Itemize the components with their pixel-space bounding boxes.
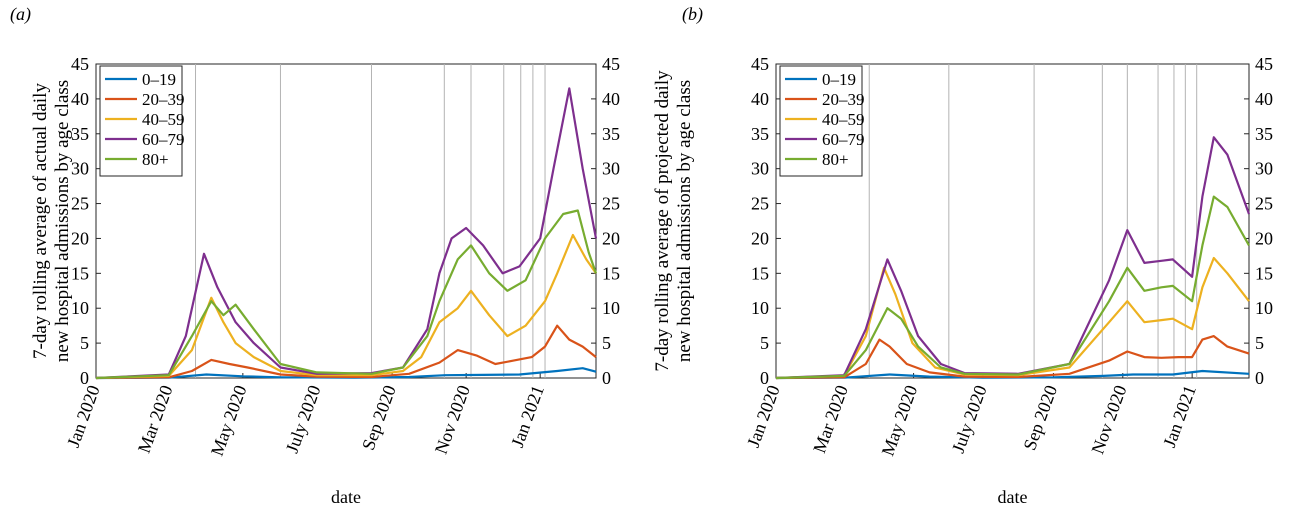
y-tick-label-left: 20 <box>751 228 769 248</box>
x-tick-label: July 2020 <box>282 383 325 456</box>
y-axis-label: 7-day rolling average of projected daily <box>652 70 673 372</box>
y-tick-label-right: 20 <box>1255 228 1273 248</box>
y-axis-label: new hospital admissions by age class <box>52 80 73 362</box>
x-axis-label: date <box>998 487 1028 507</box>
y-tick-label-left: 30 <box>71 159 89 179</box>
series-line-3 <box>775 136 1251 380</box>
x-tick-label: Jan 2021 <box>507 383 548 450</box>
series-line-1 <box>95 324 597 380</box>
y-tick-label-right: 10 <box>1255 298 1273 318</box>
x-tick-label: Mar 2020 <box>134 383 177 456</box>
legend-label: 20–39 <box>822 90 865 109</box>
y-tick-label-left: 45 <box>71 54 89 74</box>
legend-label: 80+ <box>822 150 849 169</box>
x-tick-label: Sep 2020 <box>358 383 400 453</box>
y-tick-label-right: 35 <box>1255 124 1273 144</box>
y-tick-label-right: 40 <box>602 89 620 109</box>
x-tick-label: Sep 2020 <box>1019 383 1061 453</box>
x-tick-label: Jan 2020 <box>63 383 104 450</box>
legend-label: 0–19 <box>822 70 856 89</box>
y-tick-label-right: 5 <box>1255 333 1264 353</box>
y-tick-label-right: 5 <box>602 333 611 353</box>
series-line-1 <box>775 335 1250 380</box>
y-tick-label-right: 35 <box>602 124 620 144</box>
series-line-2 <box>95 233 597 380</box>
y-tick-label-right: 45 <box>1255 54 1273 74</box>
legend-label: 60–79 <box>142 130 185 149</box>
y-tick-label-left: 30 <box>751 159 769 179</box>
y-tick-label-left: 5 <box>80 333 89 353</box>
chart-panel-b: (b) 0 0 5 5 10 10 15 15 20 20 25 25 30 30 35 35 40 40 45 45 J… <box>652 4 1273 507</box>
y-tick-label-left: 40 <box>751 89 769 109</box>
legend-label: 40–59 <box>822 110 865 129</box>
series-line-3 <box>95 87 598 380</box>
y-axis-label: new hospital admissions by age class <box>674 80 695 362</box>
legend-label: 80+ <box>142 150 169 169</box>
x-tick-label: Nov 2020 <box>431 383 474 457</box>
x-tick-label: Mar 2020 <box>809 383 852 456</box>
y-tick-label-left: 45 <box>751 54 769 74</box>
legend-label: 60–79 <box>822 130 865 149</box>
legend-box <box>99 65 183 177</box>
x-tick-label: May 2020 <box>207 383 251 459</box>
legend-label: 40–59 <box>142 110 185 129</box>
y-tick-label-right: 10 <box>602 298 620 318</box>
y-tick-label-right: 15 <box>602 263 620 283</box>
y-tick-label-left: 0 <box>760 368 769 388</box>
series-line-4 <box>95 209 598 380</box>
y-tick-label-left: 15 <box>751 263 769 283</box>
y-tick-label-left: 40 <box>71 89 89 109</box>
y-tick-label-right: 30 <box>602 159 620 179</box>
x-tick-label: May 2020 <box>877 383 921 459</box>
legend-label: 0–19 <box>142 70 176 89</box>
y-tick-label-left: 10 <box>71 298 89 318</box>
y-tick-label-left: 15 <box>71 263 89 283</box>
y-tick-label-right: 45 <box>602 54 620 74</box>
y-axis-label: 7-day rolling average of actual daily <box>30 83 51 359</box>
y-tick-label-left: 35 <box>71 124 89 144</box>
legend-box <box>779 65 863 177</box>
y-tick-label-left: 35 <box>751 124 769 144</box>
y-tick-label-right: 0 <box>1255 368 1264 388</box>
legend-label: 20–39 <box>142 90 185 109</box>
panel-label: (b) <box>682 4 703 25</box>
y-tick-label-right: 0 <box>602 368 611 388</box>
y-tick-label-left: 5 <box>760 333 769 353</box>
x-tick-label: Nov 2020 <box>1087 383 1130 457</box>
y-tick-label-right: 20 <box>602 228 620 248</box>
x-tick-label: Jan 2020 <box>743 383 784 450</box>
x-tick-label: July 2020 <box>948 383 991 456</box>
y-tick-label-right: 15 <box>1255 263 1273 283</box>
y-tick-label-left: 25 <box>751 194 769 214</box>
series-line-0 <box>775 369 1250 380</box>
series-line-0 <box>95 367 597 380</box>
series-line-2 <box>775 256 1250 380</box>
x-tick-label: Jan 2021 <box>1159 383 1200 450</box>
y-tick-label-left: 10 <box>751 298 769 318</box>
x-axis-label: date <box>331 487 361 507</box>
chart-panel-a: (a) 0 0 5 5 10 10 15 15 20 20 25 25 30 30 35 35 40 40 45 45 J… <box>10 4 620 507</box>
panel-label: (a) <box>10 4 31 25</box>
y-tick-label-right: 25 <box>602 194 620 214</box>
y-tick-label-left: 25 <box>71 194 89 214</box>
y-tick-label-right: 40 <box>1255 89 1273 109</box>
y-tick-label-right: 25 <box>1255 194 1273 214</box>
y-tick-label-left: 0 <box>80 368 89 388</box>
series-line-4 <box>775 195 1250 380</box>
y-tick-label-left: 20 <box>71 228 89 248</box>
y-tick-label-right: 30 <box>1255 159 1273 179</box>
